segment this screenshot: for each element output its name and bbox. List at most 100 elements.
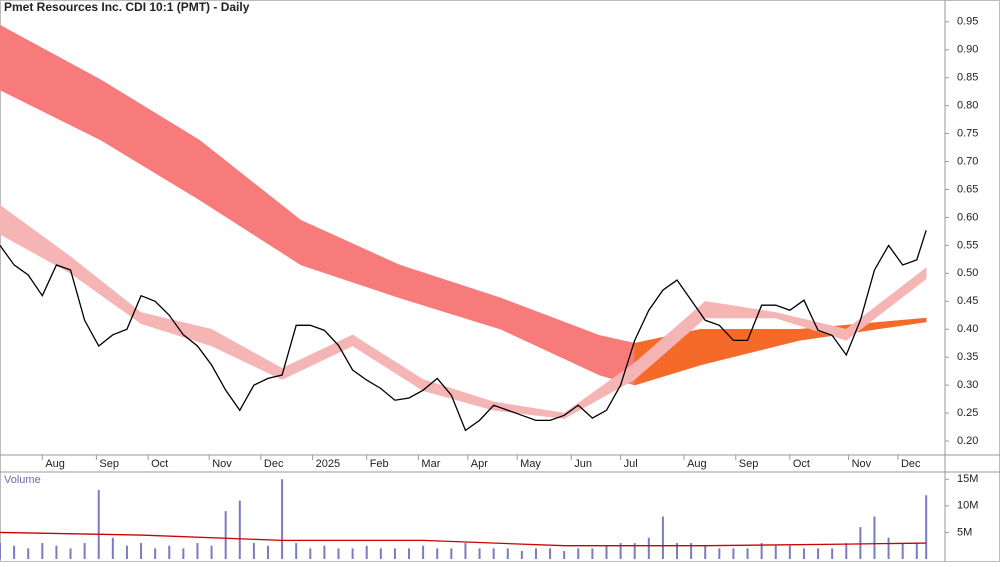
volume-bar xyxy=(210,545,213,559)
volume-bar xyxy=(718,548,721,559)
y-tick-label: 0.80 xyxy=(957,100,978,112)
volume-bar xyxy=(379,548,382,559)
volume-average xyxy=(0,531,927,547)
volume-bar xyxy=(238,500,241,559)
volume-bar xyxy=(0,543,1,559)
y-tick-label: 0.60 xyxy=(957,211,978,223)
volume-bar xyxy=(887,537,890,559)
volume-bar xyxy=(309,548,312,559)
volume-bar xyxy=(817,548,820,559)
volume-bar xyxy=(111,537,114,559)
x-tick-label: Nov xyxy=(212,458,232,470)
volume-bar xyxy=(704,545,707,559)
y-tick-label: 0.20 xyxy=(957,435,978,447)
volume-bar xyxy=(676,543,679,559)
x-tick-label: Sep xyxy=(99,458,119,470)
y-tick-label: 0.50 xyxy=(957,267,978,279)
volume-bar xyxy=(633,543,636,559)
x-tick-label: May xyxy=(520,458,541,470)
x-tick-label: 2025 xyxy=(316,458,340,470)
x-tick-label: Mar xyxy=(421,458,440,470)
x-tick-label: Jul xyxy=(624,458,638,470)
y-tick-label: 0.70 xyxy=(957,155,978,167)
y-tick-label: 0.25 xyxy=(957,407,978,419)
volume-bar xyxy=(760,543,763,559)
chart-title: Pmet Resources Inc. CDI 10:1 (PMT) - Dai… xyxy=(4,0,250,14)
y-tick-label: 10M xyxy=(957,500,978,512)
x-tick-label: Feb xyxy=(370,458,389,470)
y-tick-label: 0.90 xyxy=(957,44,978,56)
x-tick-label: Jun xyxy=(574,458,592,470)
volume-bar xyxy=(365,545,368,559)
volume-bar xyxy=(436,548,439,559)
volume-bar xyxy=(802,548,805,559)
volume-bar xyxy=(266,545,269,559)
volume-bar xyxy=(422,545,425,559)
volume-bar xyxy=(224,511,227,559)
volume-bar xyxy=(577,548,580,559)
x-tick-label: Dec xyxy=(901,458,921,470)
volume-bar xyxy=(140,543,143,559)
plot: 0.20 0.25 0.30 0.35 0.40 0.45 0.50 0.55 0.60 0.65… xyxy=(0,16,978,559)
volume-bar xyxy=(125,545,128,559)
x-tick-label: Dec xyxy=(264,458,284,470)
volume-bar xyxy=(520,551,523,559)
volume-bar xyxy=(873,516,876,559)
volume-bar xyxy=(450,548,453,559)
y-tick-label: 15M xyxy=(957,473,978,485)
volume-bar xyxy=(55,545,58,559)
y-tick-label: 0.65 xyxy=(957,183,978,195)
volume-bar xyxy=(13,545,16,559)
volume-bar xyxy=(901,543,904,559)
volume-bar xyxy=(915,543,918,559)
volume-bar xyxy=(534,548,537,559)
volume-bar xyxy=(647,537,650,559)
volume-bar xyxy=(295,543,298,559)
y-tick-label: 0.30 xyxy=(957,379,978,391)
volume-bar xyxy=(464,543,467,559)
volume-bar xyxy=(788,545,791,559)
volume-bar xyxy=(690,543,693,559)
volume-bar xyxy=(97,489,100,559)
volume-bar xyxy=(252,543,255,559)
volume-bar xyxy=(492,548,495,559)
volume-bar xyxy=(323,545,326,559)
volume-bar xyxy=(925,495,928,559)
x-tick-label: Apr xyxy=(471,458,488,470)
volume-bar xyxy=(196,543,199,559)
volume-bar xyxy=(591,548,594,559)
volume-bar xyxy=(478,548,481,559)
y-tick-label: 0.35 xyxy=(957,351,978,363)
volume-bar xyxy=(774,545,777,559)
volume-bar xyxy=(661,516,664,559)
volume-bar xyxy=(563,551,566,559)
volume-bar xyxy=(69,548,72,559)
x-tick-label: Nov xyxy=(852,458,872,470)
volume-bar xyxy=(393,548,396,559)
volume-bar xyxy=(41,543,44,559)
y-tick-label: 0.95 xyxy=(957,16,978,28)
y-tick-label: 0.75 xyxy=(957,127,978,139)
ribbon xyxy=(846,267,927,341)
volume-bar xyxy=(831,548,834,559)
volume-bar xyxy=(506,548,509,559)
volume-bar xyxy=(619,543,622,559)
volume-bar xyxy=(337,548,340,559)
volume-bar xyxy=(154,548,157,559)
y-tick-label: 0.85 xyxy=(957,72,978,84)
y-tick-label: 5M xyxy=(957,526,972,538)
x-tick-label: Oct xyxy=(793,458,810,470)
volume-bar xyxy=(845,543,848,559)
volume-bar xyxy=(83,543,86,559)
volume-bar xyxy=(168,545,171,559)
volume-bar xyxy=(408,548,411,559)
price-line xyxy=(0,230,927,432)
volume-bar xyxy=(746,548,749,559)
volume-bar xyxy=(182,548,185,559)
volume-bar xyxy=(351,548,354,559)
volume-bar xyxy=(605,545,608,559)
y-tick-label: 0.45 xyxy=(957,295,978,307)
x-tick-label: Sep xyxy=(739,458,759,470)
